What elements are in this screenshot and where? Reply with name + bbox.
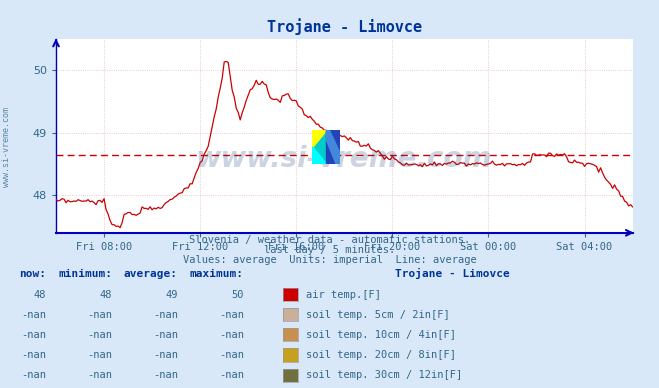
Text: 49: 49 — [165, 289, 178, 300]
Text: 48: 48 — [34, 289, 46, 300]
Text: 48: 48 — [100, 289, 112, 300]
Text: -nan: -nan — [153, 310, 178, 320]
Text: Values: average  Units: imperial  Line: average: Values: average Units: imperial Line: av… — [183, 255, 476, 265]
Text: -nan: -nan — [153, 370, 178, 380]
Polygon shape — [326, 130, 340, 164]
Text: -nan: -nan — [21, 310, 46, 320]
Text: soil temp. 5cm / 2in[F]: soil temp. 5cm / 2in[F] — [306, 310, 450, 320]
Polygon shape — [312, 147, 326, 164]
Text: www.si-vreme.com: www.si-vreme.com — [2, 107, 11, 187]
Polygon shape — [312, 130, 326, 147]
Text: soil temp. 10cm / 4in[F]: soil temp. 10cm / 4in[F] — [306, 330, 457, 340]
Text: maximum:: maximum: — [190, 269, 244, 279]
Bar — [312, 130, 326, 164]
Polygon shape — [312, 147, 326, 164]
Title: Trojane - Limovce: Trojane - Limovce — [267, 18, 422, 35]
Text: now:: now: — [19, 269, 46, 279]
Text: -nan: -nan — [153, 350, 178, 360]
Text: -nan: -nan — [219, 330, 244, 340]
Text: -nan: -nan — [87, 350, 112, 360]
Text: -nan: -nan — [87, 330, 112, 340]
Text: -nan: -nan — [21, 350, 46, 360]
Text: -nan: -nan — [21, 370, 46, 380]
Text: soil temp. 20cm / 8in[F]: soil temp. 20cm / 8in[F] — [306, 350, 457, 360]
Text: www.si-vreme.com: www.si-vreme.com — [196, 145, 492, 173]
Text: air temp.[F]: air temp.[F] — [306, 289, 382, 300]
Text: Trojane - Limovce: Trojane - Limovce — [395, 268, 510, 279]
Text: soil temp. 30cm / 12in[F]: soil temp. 30cm / 12in[F] — [306, 370, 463, 380]
Text: minimum:: minimum: — [58, 269, 112, 279]
Text: -nan: -nan — [219, 350, 244, 360]
Text: last day / 5 minutes.: last day / 5 minutes. — [264, 245, 395, 255]
Text: -nan: -nan — [219, 310, 244, 320]
Text: -nan: -nan — [21, 330, 46, 340]
Text: 50: 50 — [231, 289, 244, 300]
Text: -nan: -nan — [87, 370, 112, 380]
Bar — [326, 130, 340, 164]
Polygon shape — [312, 130, 326, 147]
Text: -nan: -nan — [219, 370, 244, 380]
Text: -nan: -nan — [153, 330, 178, 340]
Text: Slovenia / weather data - automatic stations.: Slovenia / weather data - automatic stat… — [189, 234, 470, 244]
Text: -nan: -nan — [87, 310, 112, 320]
Text: average:: average: — [124, 269, 178, 279]
